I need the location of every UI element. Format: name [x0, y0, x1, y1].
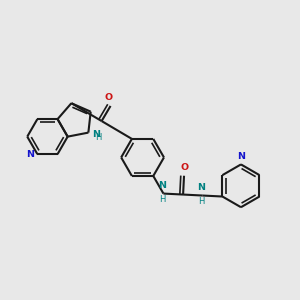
- Text: H: H: [159, 195, 165, 204]
- Text: N: N: [92, 130, 100, 139]
- Text: N: N: [197, 183, 205, 192]
- Text: N: N: [26, 150, 34, 159]
- Text: H: H: [198, 197, 205, 206]
- Text: N: N: [237, 152, 245, 160]
- Text: O: O: [181, 163, 189, 172]
- Text: O: O: [105, 93, 113, 102]
- Text: N: N: [158, 181, 166, 190]
- Text: H: H: [95, 134, 102, 142]
